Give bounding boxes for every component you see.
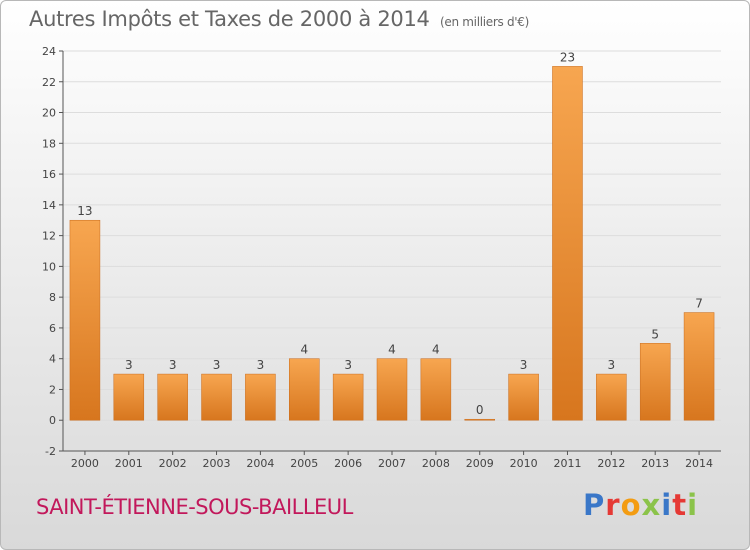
bar <box>113 373 145 421</box>
data-label: 3 <box>257 358 265 372</box>
data-label: 3 <box>125 358 133 372</box>
commune-name: SAINT-ÉTIENNE-SOUS-BAILLEUL <box>36 495 353 519</box>
y-tick-label: 18 <box>42 137 56 150</box>
bar <box>69 219 101 421</box>
x-tick-label: 2006 <box>334 457 362 470</box>
y-tick-label: 16 <box>42 168 56 181</box>
x-tick-label: 2005 <box>290 457 318 470</box>
x-tick-label: 2007 <box>378 457 406 470</box>
x-tick-label: 2008 <box>422 457 450 470</box>
data-label: 23 <box>560 50 575 64</box>
bar <box>552 66 583 421</box>
logo-letter: x <box>641 488 662 522</box>
x-tick-label: 2009 <box>466 457 494 470</box>
x-tick-label: 2010 <box>510 457 538 470</box>
bar <box>289 358 320 421</box>
x-tick-label: 2000 <box>71 457 99 470</box>
bar <box>332 373 364 421</box>
data-label: 3 <box>169 358 177 372</box>
x-tick-label: 2004 <box>246 457 274 470</box>
data-label: 0 <box>476 403 484 417</box>
data-label: 3 <box>344 358 352 372</box>
data-label: 13 <box>77 204 92 218</box>
data-label: 3 <box>520 358 528 372</box>
y-tick-label: 6 <box>49 322 56 335</box>
data-label: 7 <box>695 297 703 311</box>
logo-letter: r <box>605 488 621 522</box>
x-tick-label: 2003 <box>203 457 231 470</box>
bar <box>508 373 539 421</box>
x-tick-label: 2001 <box>115 457 143 470</box>
bar <box>464 418 495 421</box>
x-tick-label: 2011 <box>553 457 581 470</box>
bar <box>596 373 627 421</box>
proxiti-logo: Proxiti <box>583 488 698 522</box>
x-tick-label: 2014 <box>685 457 713 470</box>
y-tick-label: 2 <box>49 383 56 396</box>
y-tick-label: 24 <box>42 45 56 58</box>
logo-letter: t <box>672 488 688 522</box>
chart-title-main: Autres Impôts et Taxes de 2000 à 2014 <box>29 7 430 31</box>
x-tick-label: 2012 <box>597 457 625 470</box>
data-label: 3 <box>608 358 616 372</box>
y-tick-label: 20 <box>42 107 56 120</box>
data-label: 4 <box>388 343 396 357</box>
bar <box>157 373 188 421</box>
bar <box>420 358 452 421</box>
y-tick-label: 0 <box>49 414 56 427</box>
logo-letter: o <box>620 488 642 522</box>
bar <box>639 343 671 421</box>
logo-letter: P <box>583 488 606 522</box>
y-tick-label: 4 <box>49 353 56 366</box>
data-label: 5 <box>651 327 659 341</box>
bar <box>376 358 408 421</box>
logo-letter: i <box>661 488 673 522</box>
data-label: 4 <box>432 343 440 357</box>
bar <box>201 373 232 421</box>
bar <box>245 373 276 421</box>
y-tick-label: -2 <box>45 445 56 458</box>
x-tick-label: 2013 <box>641 457 669 470</box>
y-tick-label: 12 <box>42 230 56 243</box>
chart-title-unit: (en milliers d'€) <box>440 15 530 29</box>
chart-title: Autres Impôts et Taxes de 2000 à 2014 (e… <box>29 7 529 31</box>
data-label: 3 <box>213 358 221 372</box>
y-tick-label: 10 <box>42 260 56 273</box>
y-tick-label: 8 <box>49 291 56 304</box>
y-tick-label: 14 <box>42 199 56 212</box>
bar <box>683 312 715 421</box>
logo-letter: i <box>687 488 699 522</box>
data-label: 4 <box>300 343 308 357</box>
y-tick-label: 22 <box>42 76 56 89</box>
x-tick-label: 2002 <box>159 457 187 470</box>
